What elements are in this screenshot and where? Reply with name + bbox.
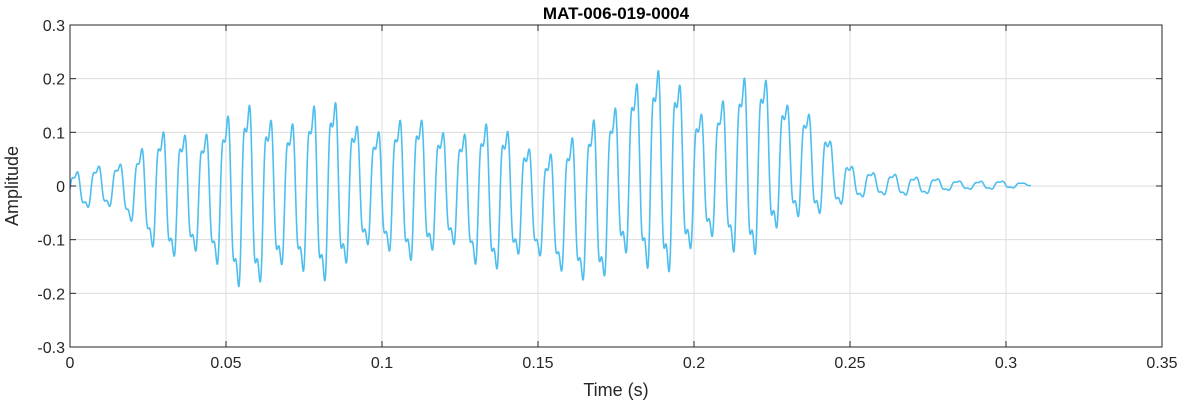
x-tick-label: 0.1 xyxy=(371,355,393,372)
y-tick-label: 0 xyxy=(56,179,65,196)
signal-line xyxy=(70,69,1032,288)
y-axis-label: Amplitude xyxy=(2,146,22,226)
x-tick-label: 0.35 xyxy=(1146,355,1177,372)
x-tick-label: 0.2 xyxy=(683,355,705,372)
y-tick-label: -0.1 xyxy=(37,233,65,250)
x-axis-label: Time (s) xyxy=(583,380,648,400)
x-tick-label: 0.3 xyxy=(995,355,1017,372)
x-tick-label: 0 xyxy=(66,355,75,372)
y-tick-label: 0.1 xyxy=(43,125,65,142)
y-tick-label: 0.3 xyxy=(43,18,65,35)
grid-lines xyxy=(70,25,1162,347)
y-tick-label: -0.3 xyxy=(37,340,65,357)
y-tick-label: -0.2 xyxy=(37,286,65,303)
x-tick-label: 0.05 xyxy=(210,355,241,372)
y-axis: -0.3 -0.2 -0.1 0 0.1 0.2 0.3 xyxy=(37,18,1162,357)
x-tick-label: 0.15 xyxy=(522,355,553,372)
x-tick-label: 0.25 xyxy=(834,355,865,372)
y-tick-label: 0.2 xyxy=(43,72,65,89)
chart-title: MAT-006-019-0004 xyxy=(543,4,690,23)
x-axis: 0 0.05 0.1 0.15 0.2 0.25 0.3 0.35 xyxy=(66,25,1178,372)
